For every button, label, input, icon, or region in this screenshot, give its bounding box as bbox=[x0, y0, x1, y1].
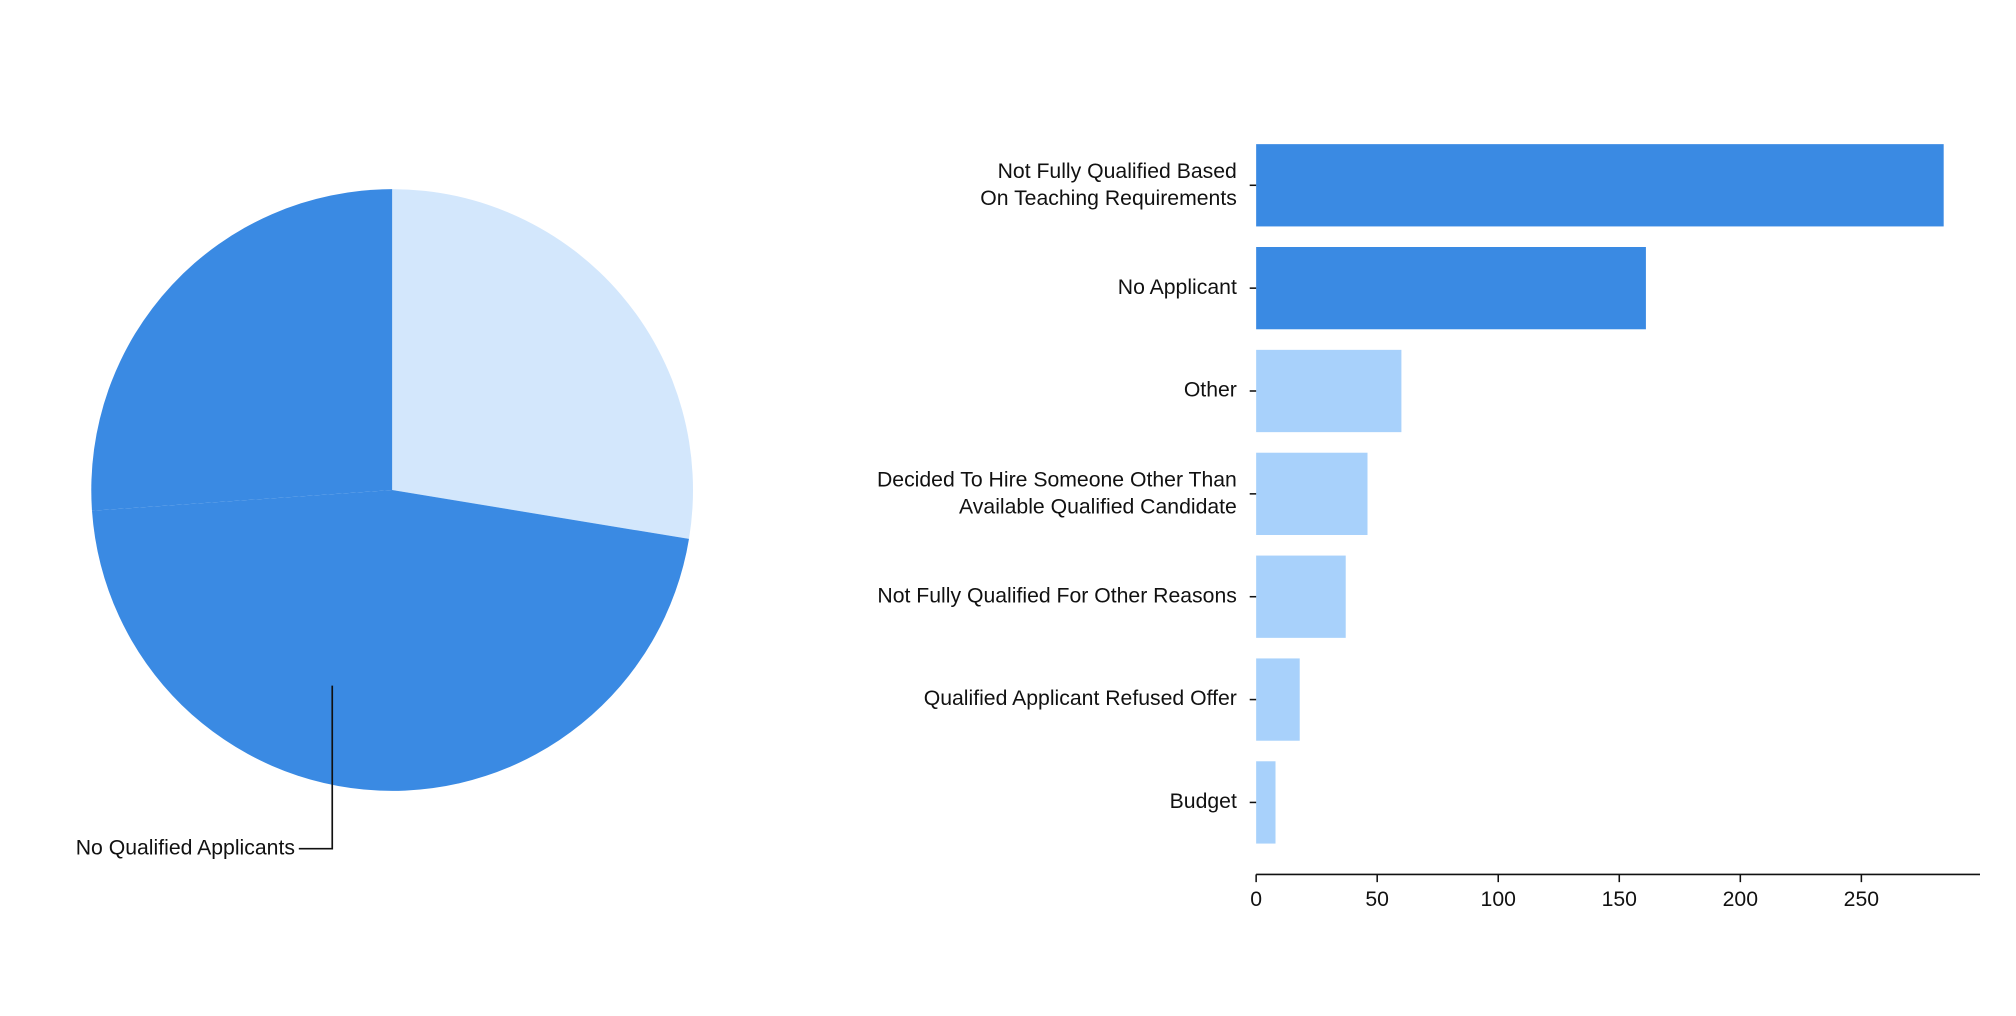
x-tick-label: 200 bbox=[1723, 888, 1758, 911]
pie-slice bbox=[92, 490, 689, 791]
bar bbox=[1256, 761, 1276, 844]
bar bbox=[1256, 247, 1646, 330]
leader-line bbox=[298, 685, 334, 850]
x-tick-label: 0 bbox=[1250, 888, 1262, 911]
bar bbox=[1256, 452, 1368, 535]
y-tick-label: Budget bbox=[1170, 790, 1237, 813]
pie-chart: No Qualified Applicants bbox=[76, 189, 693, 859]
bar-chart: 0 50 100 150 200 250 Not Fully Qualified Based… bbox=[877, 144, 1981, 911]
x-tick-label: 150 bbox=[1602, 888, 1637, 911]
y-tick-label: Qualified Applicant Refused Offer bbox=[924, 687, 1237, 710]
y-tick-label: Not Fully Qualified Based On Teaching Req… bbox=[980, 159, 1237, 209]
bar bbox=[1256, 144, 1944, 227]
x-tick-label: 250 bbox=[1844, 888, 1879, 911]
y-tick-label: Not Fully Qualified For Other Reasons bbox=[877, 584, 1236, 607]
pie-slice bbox=[91, 189, 393, 511]
bar bbox=[1256, 349, 1402, 433]
y-tick-label: Other bbox=[1184, 379, 1237, 402]
bar bbox=[1256, 555, 1346, 638]
bar bbox=[1256, 658, 1300, 741]
y-tick-label: Decided To Hire Someone Other Than Availa… bbox=[877, 468, 1237, 518]
y-tick-label: No Applicant bbox=[1118, 276, 1237, 299]
x-tick-label: 100 bbox=[1481, 888, 1516, 911]
x-tick-label: 50 bbox=[1365, 888, 1389, 911]
pie-slice bbox=[392, 189, 693, 539]
pie-label: No Qualified Applicants bbox=[76, 836, 295, 859]
